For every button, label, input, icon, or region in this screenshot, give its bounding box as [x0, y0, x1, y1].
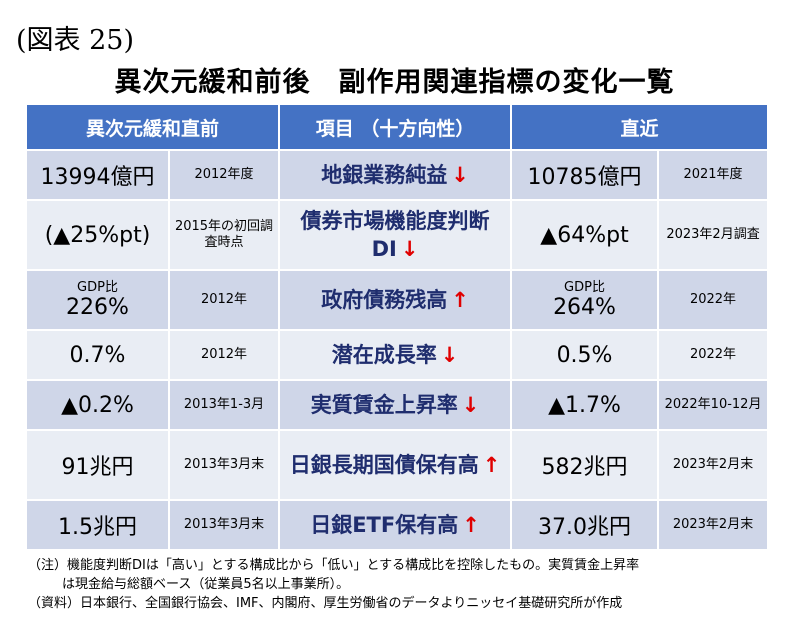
- direction-arrow-icon: ↑: [451, 288, 469, 312]
- recent-value-cell: 10785億円: [510, 149, 660, 201]
- before-value-cell: 1.5兆円: [25, 499, 170, 551]
- recent-date: 2023年2月末: [657, 499, 770, 551]
- item-cell: 日銀ETF保有高 ↑: [278, 499, 513, 551]
- direction-arrow-icon: ↑: [462, 513, 480, 537]
- item-label: 日銀長期国債保有高: [289, 453, 479, 477]
- item-label: 実質賃金上昇率: [310, 393, 458, 417]
- before-date: 2015年の初回調査時点: [167, 199, 281, 271]
- recent-date: 2022年10-12月: [657, 379, 770, 431]
- before-date: 2012年: [167, 329, 281, 381]
- table-row: ▲0.2% 2013年1-3月 実質賃金上昇率 ↓ ▲1.7% 2022年10-12月: [25, 379, 770, 431]
- direction-arrow-icon: ↓: [400, 237, 419, 261]
- header-item: 項目 （十方向性）: [278, 103, 513, 151]
- before-value-cell: (▲25%pt): [25, 199, 170, 271]
- source-line: （資料）日本銀行、全国銀行協会、IMF、内閣府、厚生労働省のデータよりニッセイ基…: [28, 596, 623, 611]
- recent-date: 2023年2月末: [657, 429, 770, 501]
- recent-value: ▲1.7%: [548, 392, 621, 418]
- item-label: 政府債務残高: [321, 288, 448, 312]
- before-value-cell: 91兆円: [25, 429, 170, 501]
- recent-date: 2022年: [657, 329, 770, 381]
- direction-arrow-icon: ↓: [440, 343, 459, 367]
- direction-arrow-icon: ↑: [482, 453, 501, 477]
- table-row: (▲25%pt) 2015年の初回調査時点 債券市場機能度判断DI ↓ ▲64%pt 20…: [25, 199, 770, 271]
- before-value-cell: 13994億円: [25, 149, 170, 201]
- recent-value-cell: ▲1.7%: [510, 379, 660, 431]
- recent-value-cell: 37.0兆円: [510, 499, 660, 551]
- recent-value: ▲64%pt: [540, 222, 629, 248]
- before-value: 0.7%: [69, 342, 126, 368]
- recent-value-cell: ▲64%pt: [510, 199, 660, 271]
- item-label: 日銀ETF保有高: [310, 513, 459, 537]
- recent-sub: GDP比: [564, 280, 605, 295]
- before-date: 2013年3月末: [167, 429, 281, 501]
- note-line-1: （注）機能度判断DIは「高い」とする構成比から「低い」とする構成比を控除したもの…: [28, 558, 640, 573]
- before-value: 226%: [66, 295, 129, 320]
- before-value: 13994億円: [40, 165, 155, 190]
- table-row: GDP比 226% 2012年 政府債務残高 ↑ GDP比 264% 2022年: [25, 269, 770, 331]
- item-cell: 実質賃金上昇率 ↓: [278, 379, 513, 431]
- before-value: 1.5兆円: [58, 515, 137, 540]
- item-label: 地銀業務純益: [321, 163, 448, 187]
- recent-date: 2021年度: [657, 149, 770, 201]
- before-value-cell: 0.7%: [25, 329, 170, 381]
- before-date: 2012年: [167, 269, 281, 331]
- before-value: (▲25%pt): [44, 222, 151, 248]
- table-row: 13994億円 2012年度 地銀業務純益 ↓ 10785億円 2021年度: [25, 149, 770, 201]
- recent-value-cell: 582兆円: [510, 429, 660, 501]
- direction-arrow-icon: ↓: [451, 163, 469, 187]
- recent-date: 2022年: [657, 269, 770, 331]
- item-label: 潜在成長率: [331, 343, 437, 367]
- table-row: 1.5兆円 2013年3月末 日銀ETF保有高 ↑ 37.0兆円 2023年2月末: [25, 499, 770, 551]
- header-before: 異次元緩和直前: [24, 103, 281, 151]
- table-row: 0.7% 2012年 潜在成長率 ↓ 0.5% 2022年: [25, 329, 770, 381]
- item-cell: 地銀業務純益 ↓: [278, 149, 513, 201]
- item-cell: 日銀長期国債保有高 ↑: [278, 429, 513, 501]
- recent-value: 0.5%: [556, 342, 613, 368]
- note-line-2: は現金給与総額ベース（従業員5名以上事業所）。: [62, 577, 350, 592]
- header-recent: 直近: [510, 103, 770, 151]
- item-cell: 政府債務残高 ↑: [278, 269, 513, 331]
- indicator-table: 異次元緩和直前 項目 （十方向性） 直近 13994億円 2012年度 地銀業務純益…: [24, 103, 770, 551]
- direction-arrow-icon: ↓: [461, 393, 480, 417]
- before-date: 2013年1-3月: [167, 379, 281, 431]
- before-date: 2012年度: [167, 149, 281, 201]
- figure-label: (図表 25): [16, 25, 135, 56]
- notes: （注）機能度判断DIは「高い」とする構成比から「低い」とする構成比を控除したもの…: [28, 556, 639, 613]
- recent-value-cell: GDP比 264%: [510, 269, 660, 331]
- before-value-cell: GDP比 226%: [25, 269, 170, 331]
- item-label: 債券市場機能度判断DI: [300, 209, 490, 261]
- before-date: 2013年3月末: [167, 499, 281, 551]
- table-row: 91兆円 2013年3月末 日銀長期国債保有高 ↑ 582兆円 2023年2月末: [25, 429, 770, 501]
- page-title: 異次元緩和前後 副作用関連指標の変化一覧: [114, 67, 675, 98]
- recent-value-cell: 0.5%: [510, 329, 660, 381]
- before-sub: GDP比: [77, 280, 118, 295]
- recent-value: 582兆円: [541, 455, 628, 480]
- table-header-row: 異次元緩和直前 項目 （十方向性） 直近: [24, 103, 770, 151]
- recent-value: 37.0兆円: [538, 515, 632, 540]
- before-value: 91兆円: [61, 455, 134, 480]
- recent-value: 264%: [553, 295, 616, 320]
- item-cell: 債券市場機能度判断DI ↓: [278, 199, 513, 271]
- before-value-cell: ▲0.2%: [25, 379, 170, 431]
- before-value: ▲0.2%: [61, 392, 134, 418]
- item-cell: 潜在成長率 ↓: [278, 329, 513, 381]
- recent-date: 2023年2月調査: [657, 199, 770, 271]
- recent-value: 10785億円: [527, 165, 642, 190]
